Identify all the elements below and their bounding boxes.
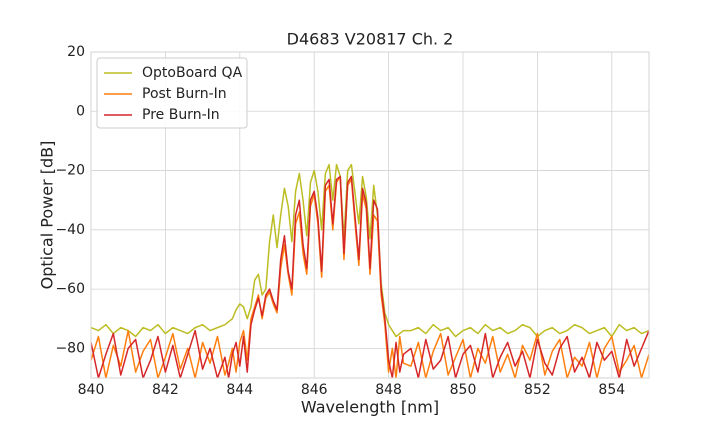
x-tick-label: 844 xyxy=(226,382,253,398)
y-tick-label: 0 xyxy=(76,103,85,119)
x-axis-label: Wavelength [nm] xyxy=(301,398,439,417)
legend-label: Pre Burn-In xyxy=(142,107,220,123)
x-tick-label: 852 xyxy=(524,382,551,398)
legend-box xyxy=(96,57,248,129)
y-tick-label: −20 xyxy=(55,163,85,179)
chart-title: D4683 V20817 Ch. 2 xyxy=(287,30,454,49)
y-axis-label: Optical Power [dB] xyxy=(38,141,57,290)
y-tick-label: −60 xyxy=(55,281,85,297)
x-tick-label: 846 xyxy=(301,382,328,398)
x-tick-label: 840 xyxy=(78,382,105,398)
y-tick-label: 20 xyxy=(67,44,85,60)
legend: OptoBoard QA Post Burn-In Pre Burn-In xyxy=(96,57,248,129)
y-tick-label: −40 xyxy=(55,222,85,238)
legend-label: OptoBoard QA xyxy=(142,65,243,81)
y-tick-label: −80 xyxy=(55,340,85,356)
x-tick-label: 842 xyxy=(152,382,179,398)
x-tick-label: 850 xyxy=(450,382,477,398)
plot-frame xyxy=(90,51,650,379)
series-line xyxy=(91,175,649,378)
x-tick-label: 848 xyxy=(375,382,402,398)
legend-label: Post Burn-In xyxy=(142,86,227,102)
x-tick-label: 854 xyxy=(598,382,625,398)
plot-lines xyxy=(91,163,649,378)
